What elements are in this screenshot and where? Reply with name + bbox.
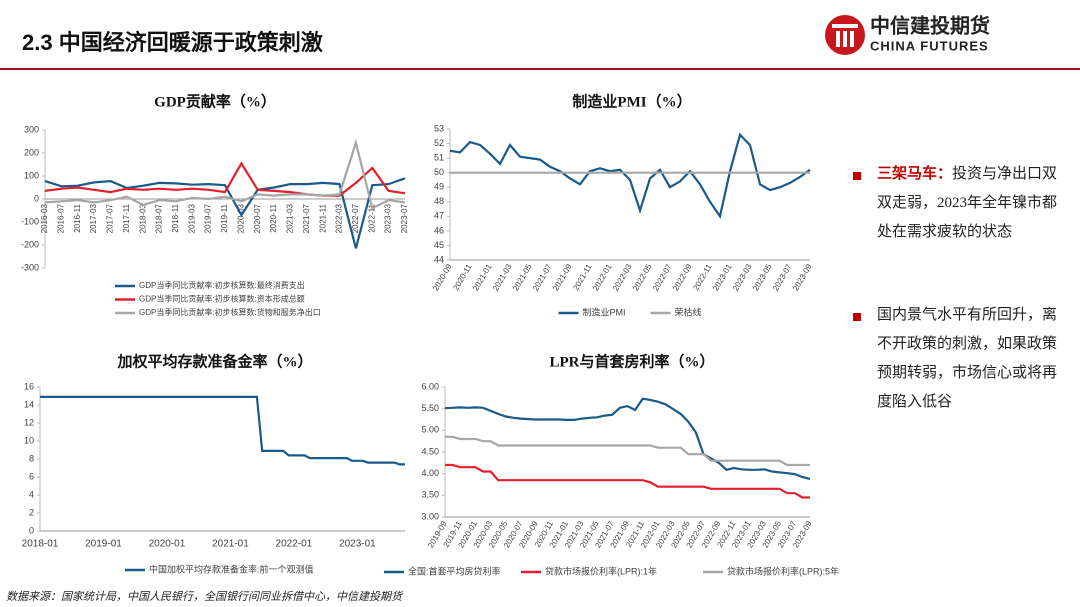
x-tick-label: 2016-11 bbox=[73, 203, 82, 232]
x-tick-label: 2022-03 bbox=[335, 203, 344, 233]
legend-label: 制造业PMI bbox=[583, 306, 626, 317]
y-tick-label: 6 bbox=[29, 471, 34, 481]
y-tick-label: 0 bbox=[34, 193, 39, 203]
x-tick-label: 2019-11 bbox=[220, 203, 229, 232]
y-tick-label: 51 bbox=[434, 152, 444, 162]
y-tick-label: -300 bbox=[21, 262, 39, 272]
legend-label: 全国:首套平均房贷利率 bbox=[408, 565, 501, 576]
x-tick-label: 2016-03 bbox=[40, 203, 49, 233]
series-line bbox=[44, 177, 406, 249]
x-tick-label: 2020-03 bbox=[236, 203, 245, 233]
x-tick-label: 2023-01 bbox=[339, 539, 376, 550]
bullet-body: 国内景气水平有所回升，离不开政策的刺激，如果政策预期转弱，市场信心或将再度陷入低… bbox=[877, 307, 1058, 410]
y-tick-label: 3.00 bbox=[421, 511, 439, 521]
bullet-body: 投资与净出口双双走弱，2023年全年镍市都处在需求疲软的状态 bbox=[877, 166, 1058, 240]
y-tick-label: 4.50 bbox=[421, 446, 439, 456]
series-line bbox=[40, 395, 405, 466]
legend-label: GDP当季同比贡献率:初步核算数:货物和服务净出口 bbox=[139, 307, 321, 317]
series-line bbox=[444, 397, 811, 480]
y-tick-label: 3.50 bbox=[421, 490, 439, 500]
chart-title: 制造业PMI（%） bbox=[572, 92, 691, 110]
y-tick-label: 16 bbox=[24, 381, 34, 391]
y-tick-label: 47 bbox=[434, 211, 444, 221]
y-tick-label: -200 bbox=[21, 239, 39, 249]
y-tick-label: 200 bbox=[24, 147, 39, 157]
y-tick-label: -100 bbox=[21, 216, 39, 226]
y-tick-label: 4.00 bbox=[421, 468, 439, 478]
x-tick-label: 2019-01 bbox=[85, 539, 122, 550]
bullet-marker bbox=[853, 172, 861, 180]
source-note: 数据来源：国家统计局，中国人民银行，全国银行间同业拆借中心，中信建投期货 bbox=[6, 590, 404, 603]
y-tick-label: 6.00 bbox=[421, 381, 439, 391]
y-tick-label: 50 bbox=[434, 167, 444, 177]
y-tick-label: 0 bbox=[29, 525, 34, 535]
legend-label: GDP当季同比贡献率:初步核算数:资本形成总额 bbox=[139, 294, 305, 304]
x-tick-label: 2018-03 bbox=[138, 203, 147, 233]
y-tick-label: 5.00 bbox=[421, 425, 439, 435]
series-line bbox=[445, 435, 810, 467]
bullet-marker bbox=[853, 313, 861, 321]
legend-label: 中国加权平均存款准备金率:前一个观测值 bbox=[149, 563, 314, 574]
series-line bbox=[44, 138, 406, 210]
chart-title: LPR与首套房利率（%） bbox=[549, 352, 714, 370]
x-tick-label: 2020-11 bbox=[269, 203, 278, 232]
bullet-lead: 三架马车： bbox=[877, 166, 953, 182]
series-line bbox=[449, 132, 811, 220]
y-tick-label: 44 bbox=[434, 254, 444, 264]
x-tick-label: 2016-07 bbox=[56, 203, 65, 233]
bullet-text: 国内景气水平有所回升，离不开政策的刺激，如果政策预期转弱，市场信心或将再度陷入低… bbox=[877, 301, 1062, 417]
x-tick-label: 2019-07 bbox=[204, 203, 213, 233]
x-tick-label: 2022-01 bbox=[276, 539, 313, 550]
bullet-text: 三架马车：投资与净出口双双走弱，2023年全年镍市都处在需求疲软的状态 bbox=[877, 160, 1062, 247]
y-tick-label: 14 bbox=[24, 399, 34, 409]
y-tick-label: 10 bbox=[24, 435, 34, 445]
x-tick-label: 2023-07 bbox=[400, 203, 409, 233]
y-tick-label: 53 bbox=[434, 123, 444, 133]
y-tick-label: 49 bbox=[434, 182, 444, 192]
y-tick-label: 48 bbox=[434, 196, 444, 206]
legend-label: 荣枯线 bbox=[675, 306, 702, 317]
x-tick-label: 2017-07 bbox=[106, 203, 115, 233]
logo-en: CHINA FUTURES bbox=[870, 38, 989, 53]
y-tick-label: 52 bbox=[434, 138, 444, 148]
logo-cn: 中信建投期货 bbox=[870, 13, 990, 37]
y-tick-label: 12 bbox=[24, 417, 34, 427]
legend-label: GDP当季同比贡献率:初步核算数:最终消费支出 bbox=[139, 280, 305, 290]
chart-title: GDP贡献率（%） bbox=[154, 92, 276, 110]
x-tick-label: 2021-03 bbox=[286, 203, 295, 233]
y-tick-label: 2 bbox=[29, 507, 34, 517]
logo-icon bbox=[825, 15, 865, 55]
x-tick-label: 2020-07 bbox=[253, 203, 262, 233]
y-tick-label: 300 bbox=[24, 124, 39, 134]
y-tick-label: 46 bbox=[434, 225, 444, 235]
x-tick-label: 2018-07 bbox=[155, 203, 164, 233]
x-tick-label: 2021-01 bbox=[212, 539, 249, 550]
x-tick-label: 2022-11 bbox=[367, 203, 376, 232]
slide-title: 2.3 中国经济回暖源于政策刺激 bbox=[22, 30, 323, 55]
chart-title: 加权平均存款准备金率（%） bbox=[116, 352, 312, 370]
y-tick-label: 100 bbox=[24, 170, 39, 180]
x-tick-label: 2018-01 bbox=[22, 539, 59, 550]
x-tick-label: 2017-11 bbox=[122, 203, 131, 232]
x-tick-label: 2021-11 bbox=[318, 203, 327, 232]
y-tick-label: 5.50 bbox=[421, 403, 439, 413]
x-tick-label: 2021-07 bbox=[302, 203, 311, 233]
series-line bbox=[445, 463, 810, 499]
x-tick-label: 2023-09 bbox=[791, 262, 814, 292]
y-tick-label: 8 bbox=[29, 453, 34, 463]
x-tick-label: 2020-01 bbox=[149, 539, 186, 550]
series-line bbox=[44, 161, 406, 197]
x-tick-label: 2019-03 bbox=[187, 203, 196, 233]
y-tick-label: 4 bbox=[29, 489, 34, 499]
x-tick-label: 2022-07 bbox=[351, 203, 360, 233]
x-tick-label: 2018-11 bbox=[171, 203, 180, 232]
legend-label: 贷款市场报价利率(LPR):5年 bbox=[727, 565, 839, 576]
y-tick-label: 45 bbox=[434, 240, 444, 250]
x-tick-label: 2017-03 bbox=[89, 203, 98, 233]
x-tick-label: 2023-03 bbox=[384, 203, 393, 233]
legend-label: 贷款市场报价利率(LPR):1年 bbox=[545, 565, 657, 576]
